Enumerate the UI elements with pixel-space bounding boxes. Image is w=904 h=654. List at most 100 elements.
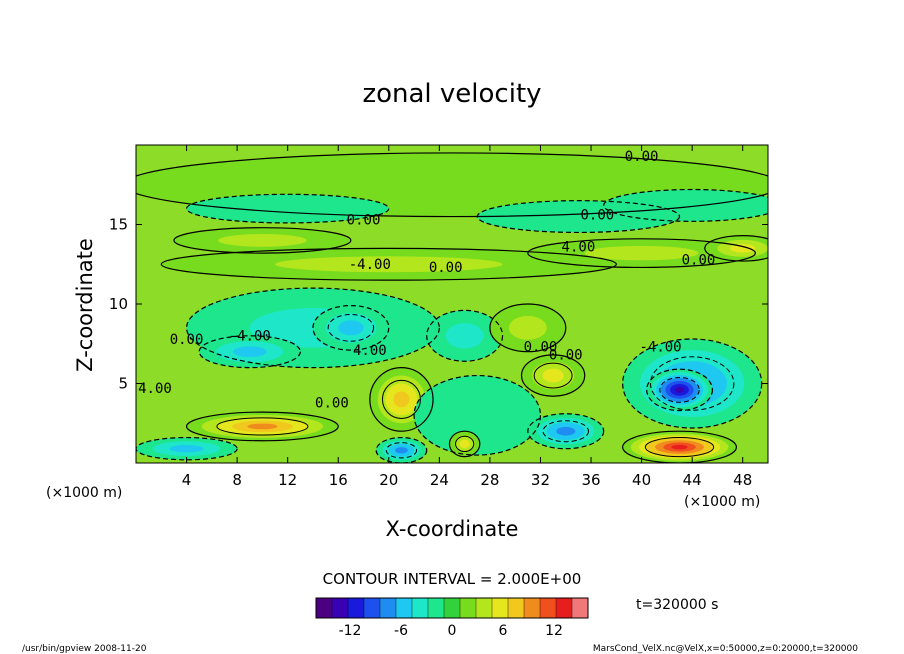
field-region (542, 368, 564, 383)
contour-label: 0.00 (581, 208, 615, 224)
contour-label: 0.00 (682, 252, 716, 268)
contour-line (385, 442, 418, 459)
contour-label: 0.00 (170, 332, 204, 348)
contour-line (489, 303, 567, 353)
contour-line (185, 411, 339, 442)
colorbar-frame (315, 597, 589, 619)
colorbar-swatch (412, 598, 429, 618)
contour-line (455, 435, 475, 453)
contour-line (649, 356, 735, 411)
x-tick-label: 20 (379, 471, 398, 489)
x-tick-label: 16 (329, 471, 348, 489)
y-axis-ticks: 5 10 15 (109, 216, 768, 393)
contour-line (533, 362, 573, 389)
field-region (275, 256, 503, 273)
colorbar-tick-label: 6 (499, 623, 508, 639)
field-region (232, 346, 267, 358)
x-axis-label: X-coordinate (386, 517, 519, 541)
colorbar-swatch (572, 598, 589, 618)
y-tick-label: 5 (118, 375, 128, 393)
colorbar-tick-label: -6 (394, 623, 408, 639)
x-tick-label: 24 (430, 471, 449, 489)
contour-label: 0.00 (429, 260, 463, 276)
x-tick-label: 12 (278, 471, 297, 489)
contour-line (136, 152, 768, 218)
field-region (247, 423, 278, 430)
contour-line (369, 367, 434, 432)
contour-line (542, 420, 590, 443)
field-region (671, 444, 688, 450)
footer-left: /usr/bin/gpview 2008-11-20 (22, 644, 147, 654)
field-region (674, 386, 685, 393)
x-units-right: (×1000 m) (684, 494, 760, 510)
field-region (730, 244, 756, 253)
colorbar-swatch (476, 598, 493, 618)
contour-line (527, 238, 756, 269)
y-tick-label: 15 (109, 216, 128, 234)
contour-line (603, 188, 768, 222)
contour-line (476, 200, 681, 234)
contour-line (520, 354, 586, 397)
colorbar-swatch (460, 598, 477, 618)
colorbar-swatch (492, 598, 509, 618)
field-region (459, 439, 470, 449)
colorbar: -12 -6 0 6 12 (315, 597, 589, 639)
x-units-left: (×1000 m) (46, 485, 122, 501)
velocity-field (136, 152, 768, 463)
contour-line (198, 335, 301, 369)
colorbar-swatch (396, 598, 413, 618)
colorbar-swatch (364, 598, 381, 618)
colorbar-swatch (348, 598, 365, 618)
x-tick-label: 40 (632, 471, 651, 489)
y-axis-label: Z-coordinate (73, 238, 97, 372)
field-region (445, 323, 484, 349)
contour-line (173, 227, 352, 254)
contour-labels: 0.000.00 0.004.00-4.00 0.00 0.000.00 -4.004.… (138, 149, 715, 411)
contour-label: 0.00 (524, 340, 558, 356)
x-tick-label: 48 (733, 471, 752, 489)
field-region (218, 234, 307, 247)
colorbar-swatch (332, 598, 349, 618)
colorbar-tick-label: 0 (448, 623, 457, 639)
colorbar-swatch (556, 598, 573, 618)
x-tick-label: 44 (683, 471, 702, 489)
field-region (169, 444, 204, 453)
contour-line (646, 368, 713, 412)
contour-label: 0.00 (315, 395, 349, 411)
x-tick-label: 36 (581, 471, 600, 489)
y-tick-label: 10 (109, 295, 128, 313)
plot-area: 0.000.00 0.004.00-4.00 0.00 0.000.00 -4.004.… (109, 144, 769, 489)
x-axis-ticks: 4 8 12 16 20 24 28 32 36 40 44 48 (182, 145, 752, 489)
field-region (393, 391, 410, 408)
contour-label: 0.00 (625, 149, 659, 165)
chart-title: zonal velocity (362, 79, 541, 109)
x-tick-label: 28 (480, 471, 499, 489)
contour-line (312, 304, 390, 351)
colorbar-swatch (508, 598, 525, 618)
contour-line (185, 287, 440, 369)
x-tick-label: 32 (531, 471, 550, 489)
contour-line (136, 436, 238, 461)
contour-line (622, 338, 763, 429)
colorbar-swatch (428, 598, 445, 618)
contour-interval-text: CONTOUR INTERVAL = 2.000E+00 (323, 570, 582, 588)
x-tick-label: 4 (182, 471, 192, 489)
field-region (584, 245, 699, 261)
contour-line (160, 247, 617, 281)
field-region (395, 447, 408, 454)
contour-line (527, 413, 605, 450)
field-region (508, 315, 547, 340)
contour-line (413, 374, 542, 456)
contour-line (381, 379, 421, 419)
colorbar-swatch (540, 598, 557, 618)
contour-lines (136, 152, 768, 463)
footer-right: MarsCond_VelX.nc@VelX,x=0:50000,z=0:2000… (593, 644, 858, 654)
contour-line (644, 437, 715, 458)
contour-line (327, 313, 375, 342)
contour-line (448, 430, 481, 458)
contour-line (426, 309, 504, 362)
contour-label: -4.00 (349, 257, 391, 273)
colorbar-swatch (524, 598, 541, 618)
contour-line (659, 376, 700, 403)
colorbar-tick-label: -12 (339, 623, 362, 639)
